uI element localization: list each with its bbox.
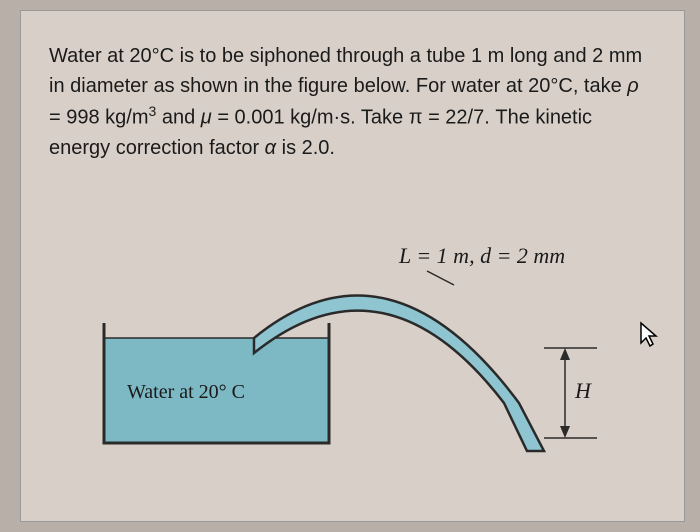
- h-label: H: [574, 378, 592, 403]
- cursor-icon: [639, 321, 659, 353]
- tank-label: Water at 20° C: [127, 381, 245, 403]
- content-panel: Water at 20°C is to be siphoned through …: [20, 10, 685, 522]
- text-line3-pre: = 998 kg/m: [49, 107, 149, 129]
- text-line1: Water at 20°C is to be siphoned through …: [49, 45, 642, 67]
- alpha-symbol: α: [265, 137, 276, 159]
- siphon-diagram: L = 1 m, d = 2 mm Water at 20° C H: [49, 193, 689, 473]
- problem-text: Water at 20°C is to be siphoned through …: [49, 41, 656, 163]
- mu-symbol: μ: [201, 107, 212, 129]
- h-arrow-down: [560, 426, 570, 438]
- text-line3-mid: and: [156, 107, 200, 129]
- rho-symbol: ρ: [627, 75, 638, 97]
- text-line2-pre: in diameter as shown in the figure below…: [49, 75, 627, 97]
- text-line4-post: is 2.0.: [276, 137, 335, 159]
- tube-label: L = 1 m, d = 2 mm: [398, 243, 565, 268]
- label-leader: [427, 271, 454, 285]
- text-line4-pre: energy correction factor: [49, 137, 265, 159]
- text-line3-post: = 0.001 kg/m·s. Take π = 22/7. The kinet…: [212, 107, 592, 129]
- figure-area: L = 1 m, d = 2 mm Water at 20° C H: [49, 193, 656, 473]
- h-arrow-up: [560, 348, 570, 360]
